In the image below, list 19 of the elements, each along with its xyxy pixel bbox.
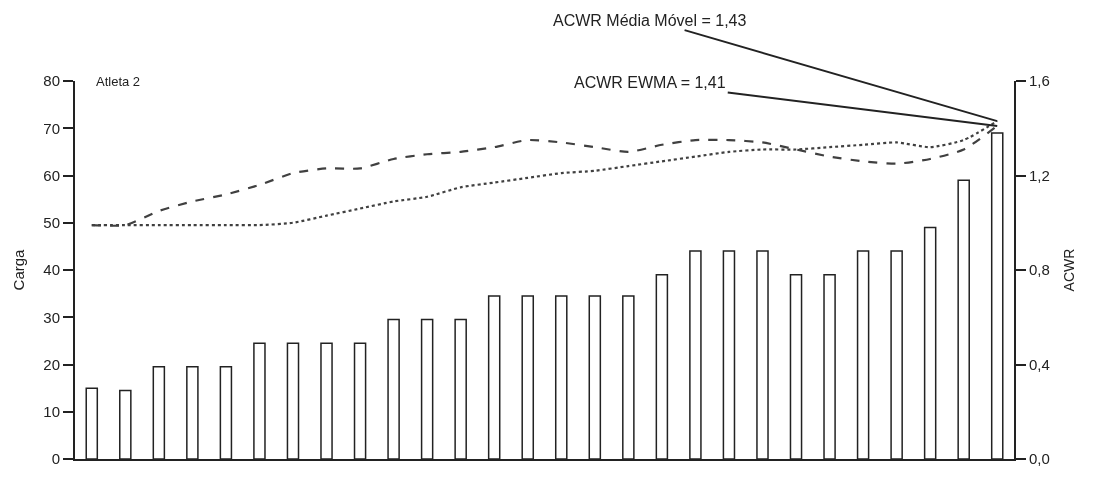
y-tick-label: 20 <box>43 355 60 373</box>
text: ACWR Média Móvel = 1,43 <box>553 12 747 29</box>
y2-axis-title: ACWR <box>1060 248 1077 292</box>
y-tick-label: 80 <box>43 72 60 90</box>
y2-tick-label: 1,2 <box>1029 166 1050 184</box>
y2-tick-label: 0,0 <box>1029 450 1050 468</box>
y-axis-title: Carga <box>10 248 28 291</box>
y-tick-label: 60 <box>43 166 60 184</box>
y2-tick-label: 0,8 <box>1029 261 1050 279</box>
y-tick-label: 50 <box>43 214 60 231</box>
y-tick-label: 10 <box>43 403 60 420</box>
y2-tick-label: 0,4 <box>1029 355 1050 373</box>
y2-tick-label: 1,6 <box>1029 72 1050 90</box>
y-tick-label: 40 <box>43 261 60 279</box>
y-tick-label: 0 <box>51 450 60 468</box>
annotation: ACWR EWMA = 1,41 <box>574 74 726 91</box>
y-tick-label: 70 <box>43 119 60 137</box>
annotation: Atleta 2 <box>96 74 141 89</box>
y-tick-label: 30 <box>43 308 60 326</box>
